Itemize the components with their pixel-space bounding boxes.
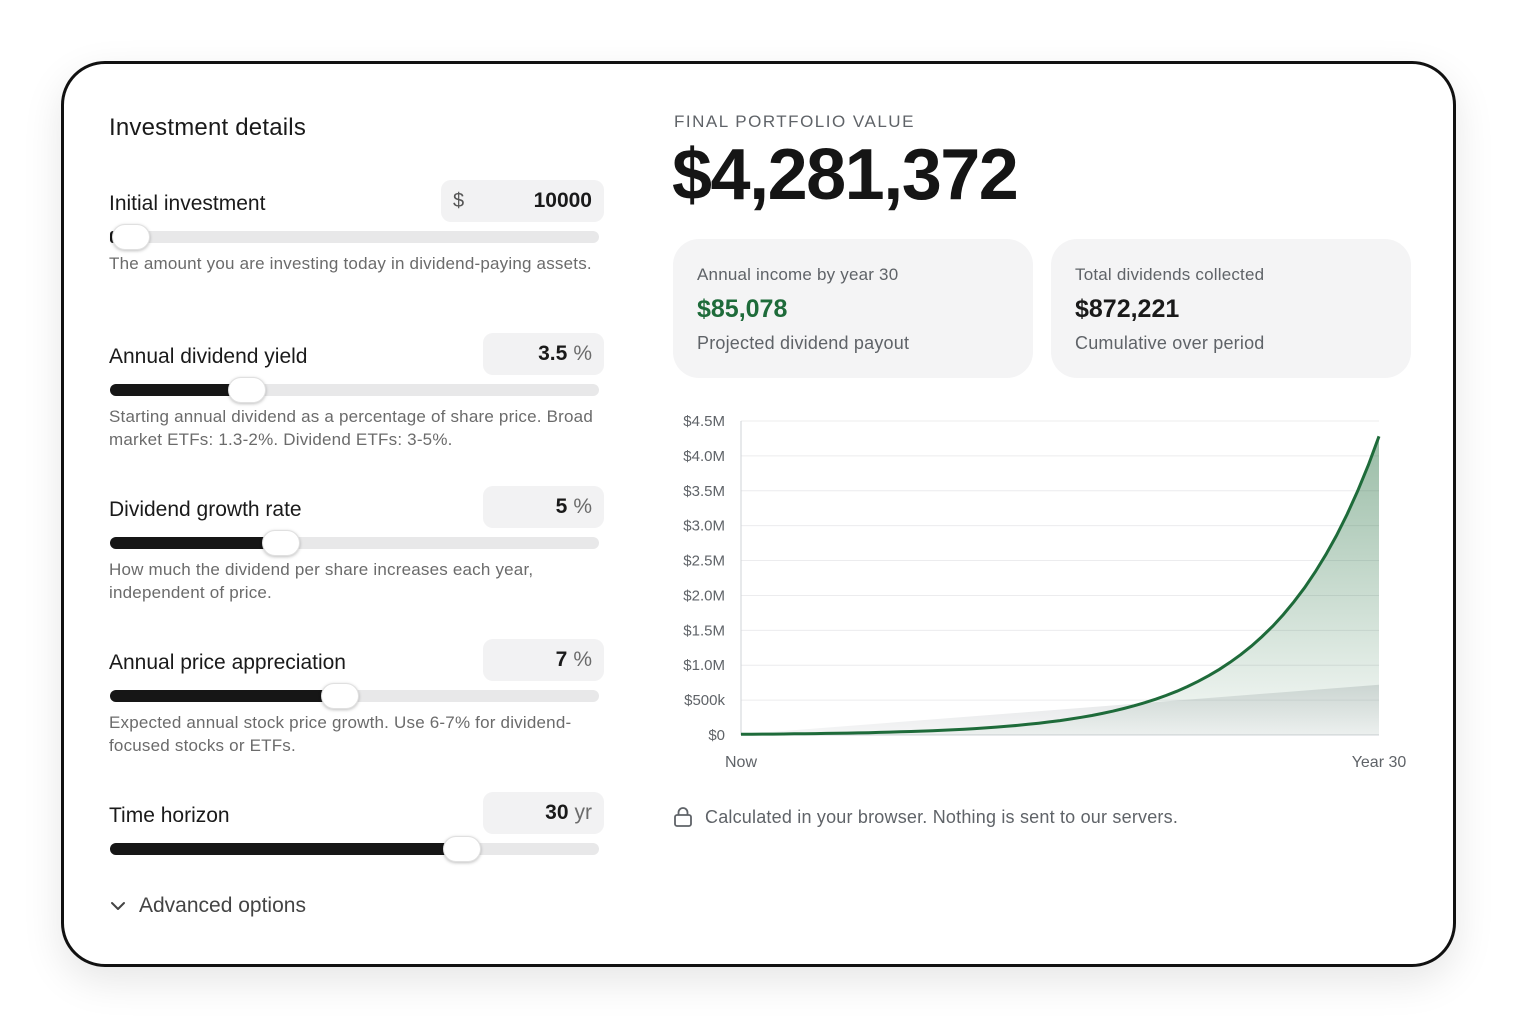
field-help: Expected annual stock price growth. Use …	[109, 713, 572, 755]
privacy-note-text: Calculated in your browser. Nothing is s…	[705, 806, 1179, 827]
field-help: Starting annual dividend as a percentage…	[109, 407, 593, 449]
y-tick-label: $4.5M	[683, 414, 725, 430]
y-tick-label: $1.5M	[683, 622, 725, 639]
x-tick-label: Now	[725, 754, 757, 771]
field-label: Initial investment	[109, 192, 266, 215]
time-horizon-input[interactable]: 30 yr	[483, 792, 604, 834]
y-tick-label: $4.0M	[683, 448, 725, 465]
lock-icon	[674, 807, 692, 827]
field-help: How much the dividend per share increase…	[109, 560, 534, 602]
final-value-label: FINAL PORTFOLIO VALUE	[674, 112, 915, 131]
stat-card-total-dividends: Total dividends collected $872,221 Cumul…	[1051, 239, 1411, 378]
input-value: 10000	[533, 189, 592, 212]
field-label: Dividend growth rate	[109, 498, 302, 521]
y-tick-label: $1.0M	[683, 657, 725, 674]
stat-subtext: Cumulative over period	[1075, 333, 1265, 353]
field-label: Annual dividend yield	[109, 345, 308, 368]
stat-subtext: Projected dividend payout	[697, 333, 910, 353]
chevron-down-icon	[111, 902, 125, 910]
final-value: $4,281,372	[672, 135, 1019, 215]
input-value: 7	[555, 648, 568, 671]
input-value: 5	[555, 495, 568, 518]
growth-chart: $0 $500k $1.0M $1.5M $2.0M $2.5M $3.0M $3.5M $4.…	[683, 414, 1407, 771]
input-unit: %	[573, 342, 592, 365]
slider-thumb[interactable]	[227, 377, 266, 403]
slider-thumb[interactable]	[443, 836, 482, 862]
stat-card-annual-income: Annual income by year 30 $85,078 Project…	[673, 239, 1033, 378]
stat-value: $872,221	[1075, 295, 1180, 323]
dividend-growth-input[interactable]: 5 %	[483, 486, 604, 528]
y-tick-label: $500k	[684, 692, 725, 709]
slider-thumb[interactable]	[262, 530, 301, 556]
stat-label: Annual income by year 30	[697, 265, 899, 284]
input-value: 3.5	[538, 342, 568, 365]
slider-fill	[110, 843, 463, 855]
y-tick-label: $3.5M	[683, 483, 725, 500]
y-tick-label: $0	[708, 727, 725, 744]
slider-fill	[110, 384, 247, 396]
currency-prefix: $	[453, 189, 465, 212]
field-label: Time horizon	[109, 804, 230, 827]
input-unit: yr	[574, 801, 593, 824]
y-tick-label: $2.0M	[683, 587, 725, 604]
price-appreciation-slider[interactable]	[110, 683, 599, 709]
slider-fill	[110, 690, 340, 702]
privacy-note: Calculated in your browser. Nothing is s…	[673, 806, 1178, 828]
series-line-portfolio	[740, 435, 1381, 736]
series-area-portfolio	[741, 436, 1379, 735]
dividend-yield-slider[interactable]	[110, 377, 599, 403]
y-tick-label: $3.0M	[683, 518, 725, 535]
stat-value: $85,078	[697, 295, 788, 323]
dividend-yield-input[interactable]: 3.5 %	[483, 333, 604, 375]
price-appreciation-input[interactable]: 7 %	[483, 639, 604, 681]
x-tick-label: Year 30	[1352, 754, 1407, 771]
slider-thumb[interactable]	[112, 224, 150, 250]
field-help: The amount you are investing today in di…	[109, 254, 592, 273]
field-label: Annual price appreciation	[109, 651, 346, 674]
time-horizon-slider[interactable]	[110, 836, 599, 862]
advanced-options-toggle[interactable]: Advanced options	[109, 894, 306, 918]
calculator-card: Investment details Initial investment $ …	[61, 61, 1456, 967]
stat-label: Total dividends collected	[1075, 265, 1265, 284]
advanced-options-label: Advanced options	[139, 894, 306, 917]
dividend-growth-slider[interactable]	[110, 530, 599, 556]
y-tick-label: $2.5M	[683, 553, 725, 570]
input-value: 30	[545, 801, 569, 824]
initial-investment-slider[interactable]	[110, 224, 599, 250]
slider-fill	[110, 537, 282, 549]
slider-thumb[interactable]	[320, 683, 359, 709]
input-unit: %	[573, 495, 592, 518]
initial-investment-input[interactable]: $ 10000	[441, 180, 604, 222]
input-unit: %	[573, 648, 592, 671]
inputs-title: Investment details	[109, 114, 307, 141]
